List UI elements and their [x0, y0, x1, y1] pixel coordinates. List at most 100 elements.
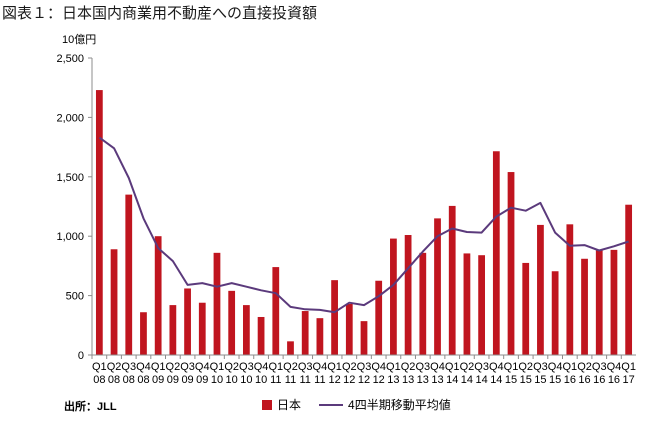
source-note: 出所：JLL — [64, 401, 117, 413]
x-tick-quarter: Q1 — [386, 361, 401, 373]
x-tick-year: 15 — [549, 374, 561, 386]
x-tick-year: 14 — [475, 374, 487, 386]
x-tick-year: 12 — [328, 374, 340, 386]
x-tick-year: 13 — [402, 374, 414, 386]
bar — [301, 311, 309, 355]
bar — [537, 224, 544, 355]
x-tick-quarter: Q1 — [327, 361, 342, 373]
bar — [404, 235, 412, 355]
bar — [625, 204, 633, 355]
bar — [184, 288, 191, 355]
x-tick-year: 13 — [431, 374, 443, 386]
bar — [169, 305, 177, 355]
bar — [463, 253, 471, 355]
x-tick-quarter: Q2 — [460, 361, 475, 373]
bar — [360, 321, 368, 355]
bar — [434, 218, 441, 355]
x-tick-quarter: Q1 — [92, 361, 107, 373]
x-tick-quarter: Q3 — [180, 361, 195, 373]
x-tick-year: 17 — [623, 374, 635, 386]
axes — [91, 58, 636, 356]
bar-series — [95, 90, 633, 356]
bar — [595, 250, 603, 355]
x-tick-year: 16 — [564, 374, 576, 386]
bar — [390, 238, 397, 355]
x-tick-year: 08 — [137, 374, 149, 386]
x-tick-quarter: Q1 — [210, 361, 225, 373]
x-tick-quarter: Q3 — [357, 361, 372, 373]
x-tick-year: 13 — [417, 374, 429, 386]
x-tick-year: 08 — [108, 374, 120, 386]
x-tick-year: 09 — [196, 374, 208, 386]
x-tick-year: 16 — [578, 374, 590, 386]
bar — [140, 312, 147, 355]
x-tick-quarter: Q3 — [121, 361, 136, 373]
x-tick-year: 09 — [167, 374, 179, 386]
bar — [125, 194, 133, 355]
bar — [316, 318, 324, 355]
bar — [272, 267, 280, 355]
bar — [478, 255, 486, 355]
y-tick-label: 1,000 — [56, 231, 84, 243]
x-tick-quarter: Q2 — [166, 361, 181, 373]
x-tick-quarter: Q2 — [107, 361, 122, 373]
bar — [213, 252, 221, 355]
bar — [257, 316, 265, 355]
x-tick-year: 11 — [299, 374, 310, 386]
x-tick-quarter: Q4 — [430, 361, 445, 373]
x-tick-quarter: Q4 — [371, 361, 386, 373]
legend-bar-label: 日本 — [277, 398, 302, 412]
x-axis-ticks: Q108Q208Q308Q408Q109Q209Q309Q409Q110Q210… — [91, 355, 636, 386]
x-tick-year: 15 — [534, 374, 546, 386]
bar — [242, 305, 250, 355]
x-tick-quarter: Q4 — [136, 361, 151, 373]
x-tick-quarter: Q1 — [445, 361, 460, 373]
x-tick-year: 16 — [593, 374, 605, 386]
legend-line-label: 4四半期移動平均値 — [348, 398, 451, 412]
bar — [110, 249, 118, 355]
bar — [492, 151, 500, 355]
x-tick-year: 13 — [387, 374, 399, 386]
x-tick-year: 10 — [255, 374, 267, 386]
x-tick-quarter: Q3 — [415, 361, 430, 373]
bar — [581, 258, 588, 355]
y-tick-label: 2,500 — [56, 53, 84, 65]
x-tick-year: 10 — [226, 374, 238, 386]
bar — [154, 236, 162, 355]
x-tick-year: 16 — [608, 374, 620, 386]
moving-average-line — [98, 136, 629, 314]
x-tick-year: 14 — [461, 374, 473, 386]
bar — [507, 172, 515, 355]
x-tick-year: 12 — [358, 374, 370, 386]
bar — [375, 280, 383, 355]
x-tick-quarter: Q4 — [313, 361, 328, 373]
bar — [566, 224, 574, 355]
bar — [331, 280, 338, 355]
x-tick-year: 11 — [285, 374, 296, 386]
x-tick-quarter: Q2 — [283, 361, 298, 373]
y-tick-label: 2,000 — [56, 112, 84, 124]
x-tick-year: 11 — [314, 374, 325, 386]
x-tick-quarter: Q4 — [607, 361, 622, 373]
x-tick-year: 09 — [152, 374, 164, 386]
bar — [198, 302, 206, 355]
x-tick-quarter: Q4 — [254, 361, 269, 373]
x-tick-quarter: Q4 — [489, 361, 504, 373]
x-tick-quarter: Q3 — [474, 361, 489, 373]
chart-title: 図表１：日本国内商業用不動産への直接投資額 — [2, 4, 318, 22]
x-tick-quarter: Q1 — [268, 361, 283, 373]
x-tick-year: 10 — [211, 374, 223, 386]
x-tick-quarter: Q2 — [518, 361, 533, 373]
line-series — [98, 136, 629, 314]
x-tick-year: 14 — [490, 374, 502, 386]
bar — [419, 252, 427, 355]
legend-item-bar: 日本 — [262, 396, 301, 413]
bar — [448, 205, 456, 355]
legend-bar-swatch — [262, 399, 272, 410]
bar — [522, 262, 530, 355]
x-tick-quarter: Q3 — [533, 361, 548, 373]
x-tick-year: 08 — [93, 374, 105, 386]
bar — [551, 271, 559, 355]
y-axis-ticks: 0 500 1,000 1,500 2,000 2,500 — [56, 53, 92, 362]
